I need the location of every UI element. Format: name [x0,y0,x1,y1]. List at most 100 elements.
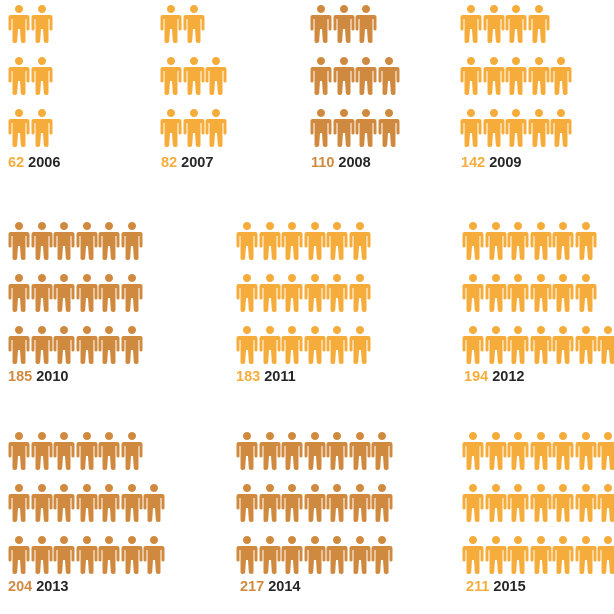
person-icon [236,326,258,364]
person-icon [462,326,484,364]
year-label: 2015 [493,579,526,595]
person-icon [550,57,572,95]
caption-2008: 110 2008 [311,155,371,171]
person-icon [371,432,393,470]
person-icon [575,432,596,470]
person-icon [304,536,325,574]
person-icon [281,432,303,470]
person-icon [310,57,332,95]
person-icon [281,222,303,260]
person-icon [121,274,142,312]
year-label: 2010 [36,369,69,385]
person-icon [528,109,549,147]
year-label: 2011 [264,369,296,385]
person-icon [462,222,484,260]
person-icon [460,109,482,147]
person-icon [31,57,52,95]
person-icon [483,5,504,43]
person-icon [281,484,303,522]
person-icon [597,484,614,522]
person-icon [53,326,75,364]
person-icon [31,5,52,43]
person-icon [507,326,529,364]
caption-2007: 82 2007 [161,155,213,171]
person-icon [160,109,182,147]
person-icon [8,536,30,574]
person-icon [552,326,574,364]
person-icon [597,432,614,470]
value-label: 110 [311,155,335,171]
person-icon [575,484,596,522]
person-icon [462,432,484,470]
caption-2013: 204 2013 [8,579,68,595]
person-icon [530,536,551,574]
person-icon [552,484,574,522]
value-label: 185 [8,369,33,385]
person-icon [281,326,303,364]
person-icon [310,5,332,43]
person-icon [98,274,120,312]
person-icon [76,274,97,312]
person-icon [349,326,370,364]
person-icon [183,57,204,95]
person-icon [552,274,574,312]
person-icon [8,274,30,312]
value-label: 204 [8,579,33,595]
person-icon [349,222,370,260]
person-icon [378,109,399,147]
person-icon [143,536,165,574]
person-icon [575,326,596,364]
person-icon [575,536,596,574]
person-icon [183,5,204,43]
person-icon [236,274,258,312]
caption-2015: 211 2015 [466,579,526,595]
person-icon [281,274,303,312]
person-icon [121,326,142,364]
person-icon [310,109,332,147]
year-label: 2014 [268,579,301,595]
person-icon [507,222,529,260]
person-icon [552,222,574,260]
person-icon [371,484,393,522]
person-icon [76,326,97,364]
person-icon [53,536,75,574]
person-icon [53,222,75,260]
person-icon [31,326,52,364]
value-label: 62 [8,155,25,171]
person-icon [371,536,393,574]
person-icon [8,109,30,147]
caption-2011: 183 2011 [236,369,296,385]
person-icon [485,274,506,312]
person-icon [326,222,348,260]
person-icon [98,484,120,522]
person-icon [76,536,97,574]
person-icon [550,109,572,147]
person-icon [349,432,370,470]
person-icon [259,326,280,364]
person-icon [31,109,52,147]
person-icon [528,5,549,43]
person-icon [304,274,325,312]
person-icon [355,5,377,43]
person-icon [304,484,325,522]
person-icon [462,484,484,522]
person-icon [507,484,529,522]
caption-2009: 142 2009 [461,155,521,171]
person-icon [31,274,52,312]
person-icon [485,326,506,364]
person-icon [333,109,354,147]
caption-2010: 185 2010 [8,369,68,385]
person-icon [485,536,506,574]
person-icon [505,57,527,95]
person-icon [597,326,614,364]
year-label: 2009 [489,155,522,171]
person-icon [355,57,377,95]
person-icon [31,432,52,470]
person-icon [462,536,484,574]
value-label: 211 [466,579,490,595]
person-icon [53,274,75,312]
person-icon [8,5,30,43]
person-icon [76,222,97,260]
person-icon [259,484,280,522]
